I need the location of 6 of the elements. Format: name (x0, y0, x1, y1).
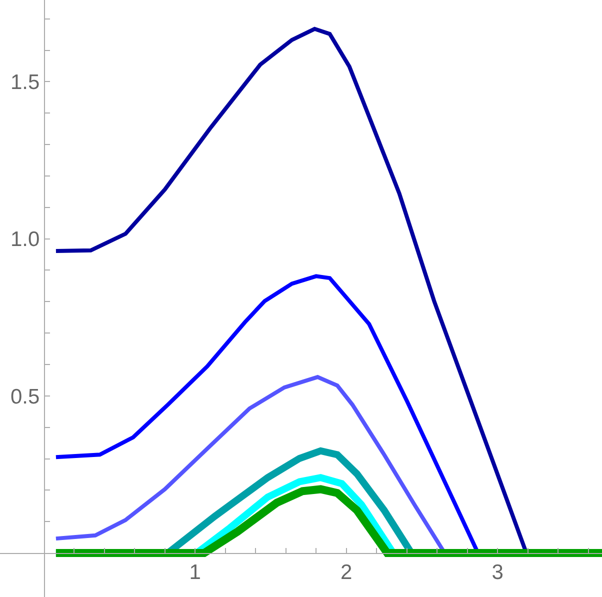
y-tick-label: 1.0 (10, 228, 40, 252)
y-tick-label: 0.5 (10, 385, 40, 408)
y-tick-label: 1.5 (10, 71, 40, 94)
x-tick-label: 1 (189, 561, 201, 584)
x-tick-label: 2 (340, 561, 352, 584)
x-tick-label: 3 (492, 561, 504, 584)
